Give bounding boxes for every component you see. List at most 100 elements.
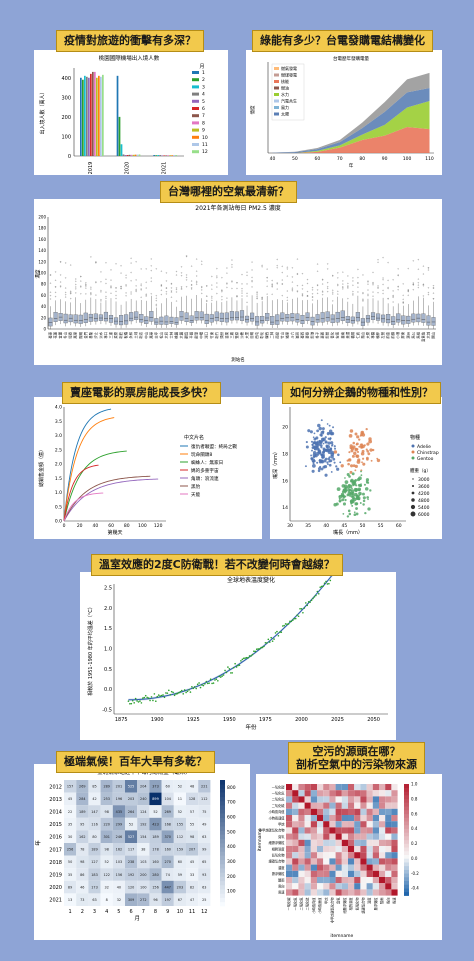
scatter-point — [340, 464, 344, 468]
heatmap-cell — [100, 780, 113, 793]
heatmap-cell — [292, 790, 299, 797]
cell-value: 201 — [116, 785, 122, 789]
heatmap-cell — [391, 839, 398, 846]
box — [290, 313, 295, 322]
cell-value: 45 — [190, 860, 194, 864]
outlier-point — [185, 255, 188, 257]
scatter-point — [361, 433, 366, 437]
heatmap-cell — [304, 815, 311, 822]
legend-swatch — [192, 99, 199, 103]
cell-value: 122 — [103, 873, 109, 877]
outlier-point — [195, 258, 198, 260]
heatmap-cell — [323, 796, 330, 803]
x-tick-label: 新莊 — [118, 331, 123, 338]
outlier-point — [422, 265, 425, 267]
cell-value: 189 — [79, 810, 85, 814]
area-series — [272, 88, 430, 153]
legend-title: 中文片名 — [184, 434, 204, 441]
outlier-point — [231, 259, 233, 261]
area-series — [272, 72, 430, 153]
scatter-point — [330, 454, 334, 459]
outlier-point — [125, 295, 127, 297]
outlier-point — [150, 277, 152, 279]
heatmap-cell — [354, 808, 361, 815]
cell-value: 95 — [80, 822, 84, 826]
scatter-point — [152, 699, 154, 702]
heatmap-cell — [298, 790, 305, 797]
outlier-point — [276, 288, 278, 290]
colorbar-tick-label: 0.6 — [411, 811, 418, 816]
heatmap-cell — [310, 877, 317, 884]
cell-value: 284 — [79, 797, 85, 801]
outlier-point — [256, 297, 258, 299]
heatmap-cell — [348, 827, 355, 834]
heatmap-cell — [323, 827, 330, 834]
scatter-point — [312, 464, 316, 468]
heatmap-cell — [304, 858, 311, 865]
outlier-point — [155, 295, 157, 297]
heatmap-cell — [385, 827, 392, 834]
legend-label: 燃油 — [281, 85, 289, 91]
y-tick-label: 140 — [38, 248, 46, 253]
line-series — [63, 478, 159, 522]
scatter-point — [355, 443, 358, 446]
chart-title: 台電歷年發購電量 — [333, 55, 369, 62]
x-tick-label: 板橋 — [123, 331, 128, 338]
outlier-point — [54, 286, 57, 288]
legend-label: 9 — [202, 128, 205, 134]
colorbar-segment — [404, 810, 409, 815]
heatmap-cell — [298, 870, 305, 877]
heatmap-cell — [173, 843, 186, 856]
colorbar-segment — [404, 791, 409, 796]
scatter-point — [347, 509, 351, 513]
outlier-point — [221, 277, 223, 279]
x-tick-label: 善化 — [330, 331, 335, 338]
scatter-point — [320, 467, 324, 471]
colorbar-segment — [404, 806, 409, 811]
outlier-point — [352, 294, 354, 296]
scatter-point — [357, 488, 361, 492]
rainfall-heading: 極端氣候！百年大旱有多乾？ — [56, 751, 215, 773]
outlier-point — [397, 289, 399, 291]
bar — [155, 155, 158, 156]
cell-value: 47 — [190, 898, 194, 902]
scatter-point — [363, 444, 366, 447]
x-tick-label: 苗栗 — [224, 331, 229, 338]
outlier-point — [286, 266, 289, 268]
scatter-point — [351, 491, 355, 495]
outlier-point — [241, 290, 243, 292]
outlier-point — [190, 287, 193, 289]
scatter-point — [362, 503, 365, 506]
heatmap-cell — [125, 843, 138, 856]
x-tick-label: 新竹 — [214, 331, 219, 338]
x-tick-label: 淡水 — [98, 331, 103, 338]
x-tick-label: 大同 — [163, 332, 168, 339]
cell-value: 45 — [68, 797, 72, 801]
heatmap-cell — [173, 792, 186, 806]
bar — [88, 77, 90, 156]
scatter-point — [332, 426, 335, 429]
outlier-point — [175, 300, 178, 302]
y-tick-label: 小時風速值 — [269, 815, 286, 820]
scatter-point — [320, 585, 323, 588]
scatter-point — [274, 632, 277, 634]
heatmap-cell — [317, 808, 324, 815]
x-tick-label: 45 — [342, 523, 348, 529]
scatter-point — [163, 696, 166, 699]
colorbar-tick-label: -0.2 — [411, 871, 419, 876]
heatmap-cell — [354, 839, 361, 846]
scatter-point — [201, 684, 203, 686]
box — [320, 312, 325, 323]
outlier-point — [402, 301, 404, 304]
heatmap-cell — [298, 877, 305, 884]
scatter-point — [144, 694, 147, 697]
scatter-point — [313, 432, 316, 435]
heatmap-cell — [354, 790, 361, 797]
scatter-point — [186, 690, 189, 693]
scatter-point — [361, 492, 365, 496]
heatmap-cell — [335, 784, 342, 791]
outlier-point — [231, 287, 233, 290]
outlier-point — [180, 275, 183, 277]
heatmap-cell — [88, 843, 101, 856]
outlier-point — [417, 268, 420, 270]
